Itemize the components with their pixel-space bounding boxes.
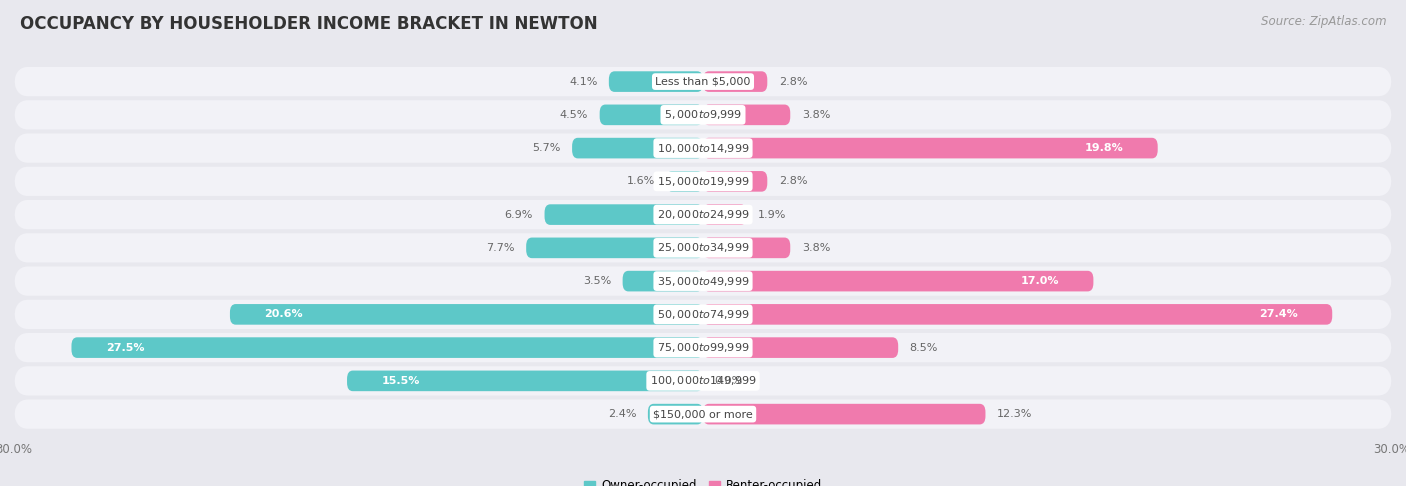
FancyBboxPatch shape (703, 71, 768, 92)
Text: 27.5%: 27.5% (105, 343, 145, 353)
Text: Source: ZipAtlas.com: Source: ZipAtlas.com (1261, 15, 1386, 28)
FancyBboxPatch shape (703, 171, 768, 191)
FancyBboxPatch shape (14, 366, 1392, 396)
Text: 1.6%: 1.6% (627, 176, 655, 186)
Text: 20.6%: 20.6% (264, 310, 304, 319)
Text: 4.1%: 4.1% (569, 77, 598, 87)
Text: 27.4%: 27.4% (1258, 310, 1298, 319)
Text: $15,000 to $19,999: $15,000 to $19,999 (657, 175, 749, 188)
FancyBboxPatch shape (544, 204, 703, 225)
FancyBboxPatch shape (703, 304, 1333, 325)
Text: $35,000 to $49,999: $35,000 to $49,999 (657, 275, 749, 288)
FancyBboxPatch shape (703, 271, 1094, 292)
FancyBboxPatch shape (14, 333, 1392, 362)
FancyBboxPatch shape (703, 337, 898, 358)
FancyBboxPatch shape (72, 337, 703, 358)
Text: OCCUPANCY BY HOUSEHOLDER INCOME BRACKET IN NEWTON: OCCUPANCY BY HOUSEHOLDER INCOME BRACKET … (20, 15, 598, 33)
Text: 5.7%: 5.7% (533, 143, 561, 153)
FancyBboxPatch shape (14, 300, 1392, 329)
Text: 15.5%: 15.5% (381, 376, 420, 386)
FancyBboxPatch shape (666, 171, 703, 191)
FancyBboxPatch shape (623, 271, 703, 292)
FancyBboxPatch shape (347, 370, 703, 391)
FancyBboxPatch shape (703, 404, 986, 424)
FancyBboxPatch shape (599, 104, 703, 125)
Text: $50,000 to $74,999: $50,000 to $74,999 (657, 308, 749, 321)
FancyBboxPatch shape (526, 238, 703, 258)
Text: 3.8%: 3.8% (801, 110, 830, 120)
Text: $75,000 to $99,999: $75,000 to $99,999 (657, 341, 749, 354)
Text: $100,000 to $149,999: $100,000 to $149,999 (650, 374, 756, 387)
Text: 17.0%: 17.0% (1021, 276, 1059, 286)
Text: 2.8%: 2.8% (779, 77, 807, 87)
Legend: Owner-occupied, Renter-occupied: Owner-occupied, Renter-occupied (583, 479, 823, 486)
Text: $5,000 to $9,999: $5,000 to $9,999 (664, 108, 742, 122)
Text: 8.5%: 8.5% (910, 343, 938, 353)
FancyBboxPatch shape (609, 71, 703, 92)
FancyBboxPatch shape (231, 304, 703, 325)
Text: 2.4%: 2.4% (607, 409, 637, 419)
Text: 3.5%: 3.5% (583, 276, 612, 286)
FancyBboxPatch shape (703, 204, 747, 225)
Text: 2.8%: 2.8% (779, 176, 807, 186)
Text: 12.3%: 12.3% (997, 409, 1032, 419)
Text: 4.5%: 4.5% (560, 110, 588, 120)
Text: 7.7%: 7.7% (486, 243, 515, 253)
FancyBboxPatch shape (703, 238, 790, 258)
Text: Less than $5,000: Less than $5,000 (655, 77, 751, 87)
FancyBboxPatch shape (14, 399, 1392, 429)
Text: 0.0%: 0.0% (714, 376, 742, 386)
FancyBboxPatch shape (14, 100, 1392, 129)
FancyBboxPatch shape (648, 404, 703, 424)
Text: $25,000 to $34,999: $25,000 to $34,999 (657, 242, 749, 254)
FancyBboxPatch shape (703, 104, 790, 125)
Text: 6.9%: 6.9% (505, 209, 533, 220)
Text: $20,000 to $24,999: $20,000 to $24,999 (657, 208, 749, 221)
FancyBboxPatch shape (14, 167, 1392, 196)
Text: 3.8%: 3.8% (801, 243, 830, 253)
Text: 19.8%: 19.8% (1084, 143, 1123, 153)
FancyBboxPatch shape (14, 67, 1392, 96)
Text: 1.9%: 1.9% (758, 209, 786, 220)
FancyBboxPatch shape (14, 233, 1392, 262)
FancyBboxPatch shape (14, 134, 1392, 163)
Text: $10,000 to $14,999: $10,000 to $14,999 (657, 141, 749, 155)
FancyBboxPatch shape (703, 138, 1157, 158)
FancyBboxPatch shape (572, 138, 703, 158)
FancyBboxPatch shape (14, 200, 1392, 229)
FancyBboxPatch shape (14, 266, 1392, 296)
Text: $150,000 or more: $150,000 or more (654, 409, 752, 419)
